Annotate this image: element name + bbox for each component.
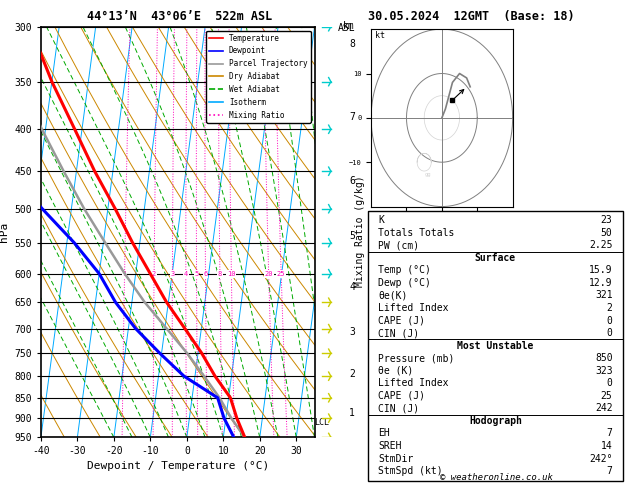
Text: 25: 25	[601, 391, 613, 401]
Text: 7: 7	[349, 112, 355, 122]
Text: 321: 321	[595, 291, 613, 300]
Text: © weatheronline.co.uk: © weatheronline.co.uk	[440, 473, 554, 482]
Text: km: km	[343, 21, 355, 31]
Text: Lifted Index: Lifted Index	[378, 378, 448, 388]
Text: 44°13’N  43°06’E  522m ASL: 44°13’N 43°06’E 522m ASL	[87, 10, 272, 23]
Text: 12.9: 12.9	[589, 278, 613, 288]
Text: CAPE (J): CAPE (J)	[378, 315, 425, 326]
Text: 1: 1	[123, 271, 126, 277]
Text: CAPE (J): CAPE (J)	[378, 391, 425, 401]
Text: 10: 10	[227, 271, 236, 277]
Text: 5: 5	[194, 271, 199, 277]
Text: kt: kt	[375, 31, 385, 40]
Text: 8: 8	[349, 39, 355, 49]
Text: 20: 20	[264, 271, 273, 277]
Text: 323: 323	[595, 366, 613, 376]
Text: StmDir: StmDir	[378, 453, 413, 464]
Text: 50: 50	[601, 228, 613, 238]
Text: 1: 1	[349, 408, 355, 418]
Text: Pressure (mb): Pressure (mb)	[378, 353, 455, 363]
Text: StmSpd (kt): StmSpd (kt)	[378, 466, 443, 476]
Text: 4: 4	[349, 281, 355, 292]
Text: 6: 6	[349, 175, 355, 186]
X-axis label: Dewpoint / Temperature (°C): Dewpoint / Temperature (°C)	[87, 461, 269, 470]
Text: CIN (J): CIN (J)	[378, 403, 420, 414]
Text: Hodograph: Hodograph	[469, 416, 522, 426]
Text: CIN (J): CIN (J)	[378, 328, 420, 338]
Text: EH: EH	[378, 429, 390, 438]
Text: 5: 5	[349, 231, 355, 241]
Text: Totals Totals: Totals Totals	[378, 228, 455, 238]
Text: Mixing Ratio (g/kg): Mixing Ratio (g/kg)	[355, 175, 365, 287]
Text: Most Unstable: Most Unstable	[457, 341, 533, 350]
Text: 4: 4	[184, 271, 188, 277]
Y-axis label: hPa: hPa	[0, 222, 9, 242]
Text: 25: 25	[277, 271, 286, 277]
Text: 2: 2	[349, 369, 355, 379]
Text: 0: 0	[606, 328, 613, 338]
Text: 6: 6	[203, 271, 208, 277]
Text: θe(K): θe(K)	[378, 291, 408, 300]
Text: 14: 14	[601, 441, 613, 451]
Text: 3: 3	[349, 327, 355, 337]
Text: 0: 0	[606, 378, 613, 388]
Text: 23: 23	[601, 215, 613, 225]
Text: 2: 2	[152, 271, 156, 277]
Legend: Temperature, Dewpoint, Parcel Trajectory, Dry Adiabat, Wet Adiabat, Isotherm, Mi: Temperature, Dewpoint, Parcel Trajectory…	[206, 31, 311, 122]
Text: 242°: 242°	[589, 453, 613, 464]
Text: 7: 7	[606, 429, 613, 438]
Text: gg: gg	[424, 172, 431, 176]
Text: Surface: Surface	[475, 253, 516, 263]
Text: 15.9: 15.9	[589, 265, 613, 276]
Text: LCL: LCL	[314, 418, 330, 427]
Text: K: K	[378, 215, 384, 225]
Text: Lifted Index: Lifted Index	[378, 303, 448, 313]
Text: ASL: ASL	[337, 23, 355, 33]
Text: PW (cm): PW (cm)	[378, 240, 420, 250]
Text: 0: 0	[606, 315, 613, 326]
Text: 7: 7	[606, 466, 613, 476]
Text: Temp (°C): Temp (°C)	[378, 265, 431, 276]
Text: 3: 3	[170, 271, 174, 277]
Text: 850: 850	[595, 353, 613, 363]
Text: 30.05.2024  12GMT  (Base: 18): 30.05.2024 12GMT (Base: 18)	[369, 10, 575, 23]
Text: 8: 8	[218, 271, 222, 277]
Text: Dewp (°C): Dewp (°C)	[378, 278, 431, 288]
Text: 2.25: 2.25	[589, 240, 613, 250]
Text: 242: 242	[595, 403, 613, 414]
Text: SREH: SREH	[378, 441, 402, 451]
Text: 2: 2	[606, 303, 613, 313]
Text: θe (K): θe (K)	[378, 366, 413, 376]
